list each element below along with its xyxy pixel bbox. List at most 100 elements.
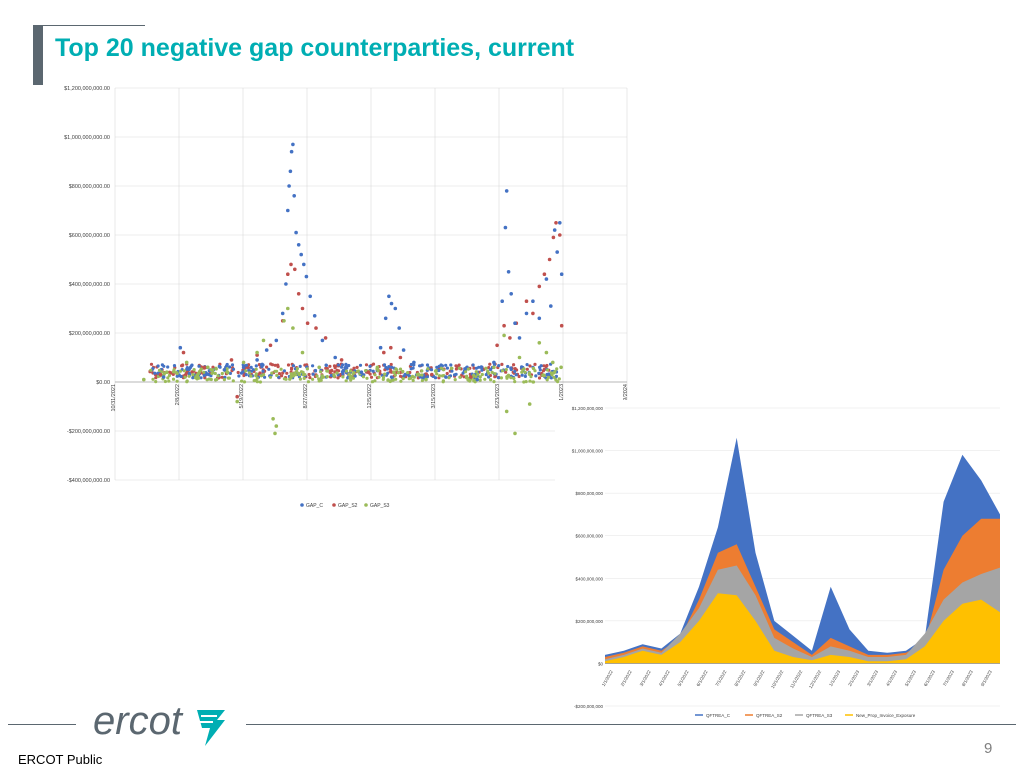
data-point xyxy=(430,372,434,377)
baseline-point xyxy=(305,367,309,371)
data-point xyxy=(317,365,322,370)
baseline-point xyxy=(273,369,277,373)
gap-scatter-chart: $1,200,000,000.00 $1,000,000,000.00 $800,0… xyxy=(64,86,629,509)
footer-classification: ERCOT Public xyxy=(18,752,103,767)
baseline-point xyxy=(528,364,532,368)
data-point xyxy=(475,377,480,382)
baseline-point xyxy=(547,375,551,379)
baseline-point xyxy=(409,362,413,367)
baseline-point xyxy=(517,374,521,379)
data-point xyxy=(513,431,517,436)
baseline-point xyxy=(509,376,513,380)
baseline-point xyxy=(288,377,292,381)
baseline-point xyxy=(163,379,167,384)
baseline-point xyxy=(542,367,546,372)
baseline-point xyxy=(260,365,264,369)
baseline-point xyxy=(153,371,157,375)
legend-label: QFTREA_S3 xyxy=(806,713,833,718)
baseline-point xyxy=(552,375,556,379)
baseline-point xyxy=(302,376,306,380)
legend-marker xyxy=(300,503,304,507)
baseline-point xyxy=(373,373,377,377)
data-point xyxy=(383,316,388,321)
data-point xyxy=(235,394,239,399)
data-point xyxy=(392,370,396,375)
baseline-point xyxy=(308,376,312,380)
data-point xyxy=(289,262,293,267)
baseline-point xyxy=(162,372,166,377)
baseline-point xyxy=(255,376,259,380)
baseline-point xyxy=(383,372,387,376)
baseline-point xyxy=(449,363,453,367)
baseline-point xyxy=(401,377,405,381)
baseline-point xyxy=(376,369,380,373)
ercot-bolt-icon xyxy=(197,710,225,746)
baseline-point xyxy=(457,363,461,367)
data-point xyxy=(506,270,511,274)
baseline-point xyxy=(401,369,405,374)
baseline-point xyxy=(175,379,179,383)
baseline-point xyxy=(190,370,194,374)
data-point xyxy=(289,149,294,154)
baseline-point xyxy=(289,374,293,379)
baseline-point xyxy=(237,374,241,378)
data-point xyxy=(559,272,564,276)
data-point xyxy=(508,336,512,340)
baseline-point xyxy=(341,363,345,367)
data-point xyxy=(308,294,313,299)
data-point xyxy=(158,372,163,377)
chart-background xyxy=(555,400,1005,720)
legend-marker xyxy=(332,503,336,507)
baseline-point xyxy=(389,375,393,379)
data-point xyxy=(300,350,305,355)
baseline-point xyxy=(398,367,403,371)
baseline-point xyxy=(439,363,443,367)
baseline-point xyxy=(179,374,183,379)
baseline-point xyxy=(420,378,424,383)
baseline-point xyxy=(484,366,488,370)
baseline-point xyxy=(228,365,232,369)
baseline-point xyxy=(480,366,484,370)
legend-label: GAP_S3 xyxy=(370,503,390,509)
legend-label: GAP_C xyxy=(306,503,323,509)
data-point xyxy=(401,348,406,352)
baseline-point xyxy=(280,374,284,378)
data-point xyxy=(284,282,288,286)
baseline-point xyxy=(151,366,155,371)
baseline-point xyxy=(385,367,389,371)
baseline-point xyxy=(355,365,359,369)
baseline-point xyxy=(453,373,457,377)
data-point xyxy=(333,355,338,360)
data-point xyxy=(424,377,428,382)
baseline-point xyxy=(282,369,286,373)
baseline-point xyxy=(509,366,513,370)
data-point xyxy=(502,323,506,328)
data-point xyxy=(255,353,259,357)
data-point xyxy=(500,299,505,303)
title-rule xyxy=(43,25,145,26)
baseline-point xyxy=(373,379,377,383)
baseline-point xyxy=(512,363,516,367)
page-number: 9 xyxy=(984,740,993,757)
baseline-point xyxy=(324,363,328,367)
baseline-point xyxy=(154,376,158,380)
data-point xyxy=(292,194,296,198)
legend-label: GAP_S2 xyxy=(338,503,358,509)
baseline-point xyxy=(472,373,476,377)
baseline-point xyxy=(537,376,542,380)
data-point xyxy=(554,221,558,225)
baseline-point xyxy=(504,368,508,372)
y-tick-label: $0 xyxy=(598,661,604,666)
baseline-point xyxy=(531,380,536,384)
baseline-point xyxy=(476,372,480,376)
baseline-point xyxy=(541,373,546,377)
x-tick-label: 12/5/2022 xyxy=(367,384,373,408)
baseline-point xyxy=(303,373,307,377)
baseline-point xyxy=(317,379,321,383)
baseline-point xyxy=(171,372,175,376)
baseline-point xyxy=(231,379,235,383)
baseline-point xyxy=(246,366,250,370)
data-point xyxy=(206,365,210,370)
baseline-point xyxy=(247,371,251,375)
data-point xyxy=(504,189,509,193)
